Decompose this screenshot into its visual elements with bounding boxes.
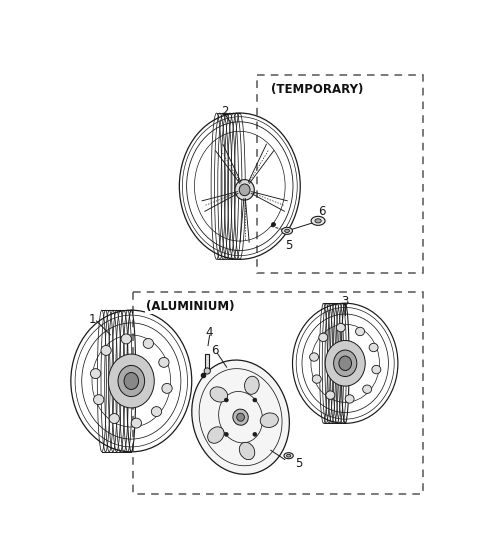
Ellipse shape [310, 353, 319, 361]
Circle shape [253, 398, 257, 402]
Text: 6: 6 [318, 205, 326, 218]
Ellipse shape [363, 385, 372, 393]
Bar [205, 354, 209, 371]
Ellipse shape [372, 365, 381, 374]
Ellipse shape [282, 227, 292, 234]
Ellipse shape [131, 418, 142, 428]
Ellipse shape [284, 453, 293, 459]
Circle shape [204, 368, 210, 374]
Ellipse shape [159, 358, 169, 367]
Ellipse shape [336, 324, 345, 332]
Ellipse shape [94, 395, 104, 404]
Ellipse shape [208, 427, 224, 443]
Ellipse shape [285, 229, 289, 232]
Ellipse shape [101, 345, 111, 355]
Ellipse shape [240, 442, 255, 460]
Ellipse shape [239, 184, 250, 196]
Ellipse shape [325, 340, 365, 386]
Ellipse shape [109, 413, 120, 423]
Circle shape [253, 432, 257, 436]
Bar [257, 75, 423, 273]
Bar [132, 292, 423, 494]
Text: 4: 4 [206, 326, 213, 339]
Ellipse shape [237, 413, 244, 421]
Ellipse shape [192, 360, 289, 475]
Ellipse shape [90, 369, 101, 379]
Ellipse shape [233, 409, 248, 425]
Ellipse shape [143, 339, 154, 349]
Ellipse shape [121, 334, 132, 344]
Text: 5: 5 [295, 457, 302, 470]
Ellipse shape [315, 219, 321, 223]
Ellipse shape [356, 328, 364, 336]
Ellipse shape [312, 375, 321, 383]
Ellipse shape [311, 216, 325, 226]
Ellipse shape [118, 365, 144, 397]
Text: 1: 1 [89, 313, 96, 326]
Text: (TEMPORARY): (TEMPORARY) [271, 83, 363, 96]
Ellipse shape [345, 395, 354, 403]
Ellipse shape [162, 383, 172, 393]
Circle shape [224, 398, 228, 402]
Ellipse shape [124, 373, 139, 389]
Text: (ALUMINIUM): (ALUMINIUM) [146, 300, 235, 312]
Ellipse shape [210, 387, 228, 402]
Ellipse shape [287, 455, 291, 457]
Ellipse shape [334, 350, 357, 377]
Ellipse shape [108, 354, 154, 408]
Ellipse shape [151, 407, 162, 417]
Ellipse shape [369, 343, 378, 351]
Text: 3: 3 [341, 295, 349, 308]
Ellipse shape [244, 377, 259, 394]
Text: 6: 6 [211, 344, 219, 356]
Ellipse shape [339, 356, 351, 370]
Ellipse shape [260, 413, 278, 427]
Ellipse shape [235, 179, 254, 200]
Text: 5: 5 [285, 239, 292, 252]
Ellipse shape [319, 333, 328, 341]
Ellipse shape [326, 391, 335, 399]
Text: 2: 2 [221, 105, 229, 118]
Circle shape [224, 432, 228, 436]
